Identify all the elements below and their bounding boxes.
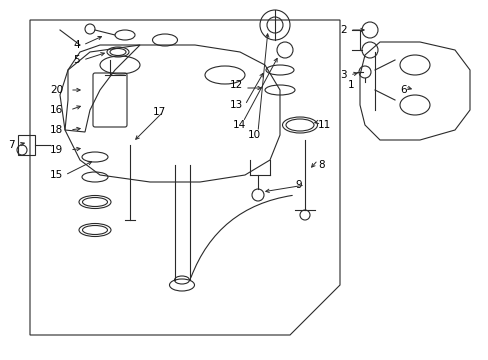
- Text: 20: 20: [50, 85, 63, 95]
- Text: 18: 18: [50, 125, 63, 135]
- Text: 6: 6: [399, 85, 406, 95]
- Text: 9: 9: [294, 180, 301, 190]
- Text: 13: 13: [229, 100, 243, 110]
- Text: 8: 8: [317, 160, 324, 170]
- Text: 11: 11: [317, 120, 330, 130]
- Text: 15: 15: [50, 170, 63, 180]
- Text: 16: 16: [50, 105, 63, 115]
- Text: 4: 4: [73, 40, 80, 50]
- Text: 5: 5: [73, 55, 80, 65]
- Text: 12: 12: [229, 80, 243, 90]
- Text: 7: 7: [8, 140, 15, 150]
- Text: 2: 2: [339, 25, 346, 35]
- Text: 10: 10: [247, 130, 261, 140]
- Text: 19: 19: [50, 145, 63, 155]
- Text: 17: 17: [153, 107, 166, 117]
- Text: 3: 3: [339, 70, 346, 80]
- Text: 1: 1: [347, 80, 354, 90]
- Text: 14: 14: [232, 120, 246, 130]
